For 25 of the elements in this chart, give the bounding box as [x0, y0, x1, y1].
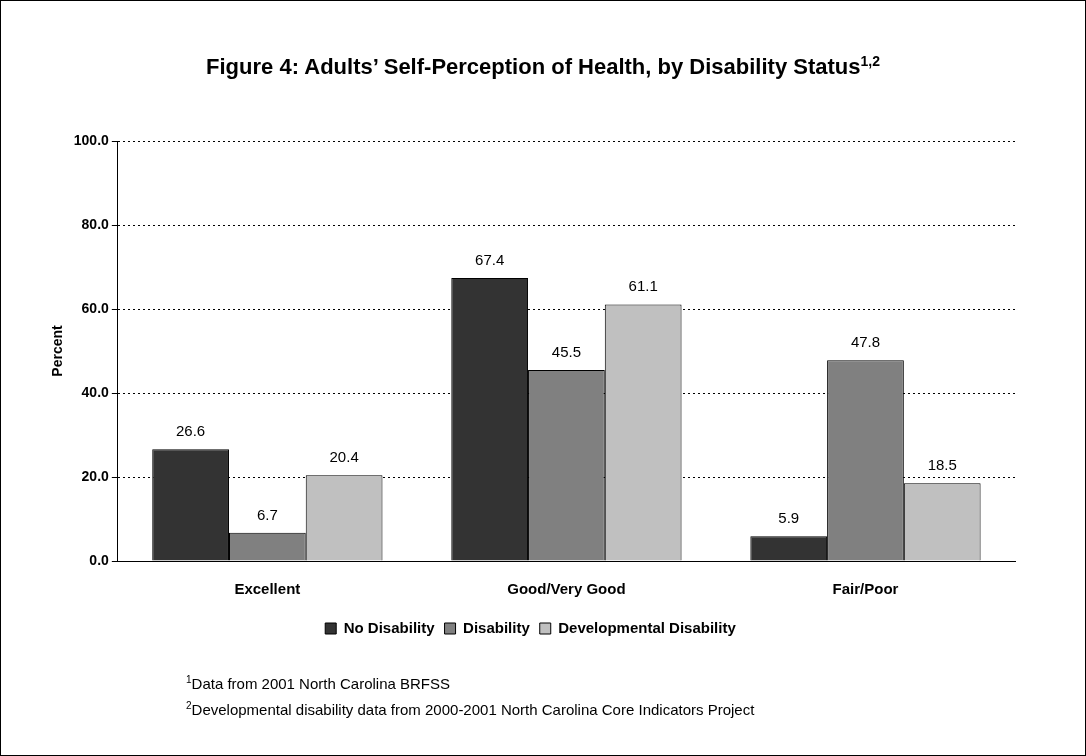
y-tick-label: 40.0 [81, 383, 110, 400]
data-label: 45.5 [551, 342, 582, 360]
legend-label: Disability [463, 618, 531, 636]
data-label: 6.7 [256, 505, 278, 523]
x-tick-label: Excellent [234, 580, 301, 598]
data-label: 18.5 [927, 455, 957, 473]
legend-label: No Disability [343, 618, 436, 636]
data-label: 67.4 [475, 250, 505, 268]
text: $^{2}$Developmental disability data from 2000-2001 North Carolina Core Indicators Project [186, 699, 755, 720]
y-axis-title: Percent [49, 324, 66, 377]
data-label: 26.6 [176, 421, 206, 439]
y-tick-label: 60.0 [81, 299, 110, 316]
chart-title: Figure 4: Adults’ Self-Perception of Health, by Disability Status$^{1,2}$ [205, 53, 881, 81]
y-tick-label: 80.0 [81, 215, 110, 232]
data-label: 61.1 [628, 277, 658, 295]
text: $^{1}$Data from 2001 North Carolina BRFSS [186, 673, 451, 694]
y-tick-label: 100.0 [73, 131, 110, 148]
legend-label: Developmental Disability [558, 618, 737, 636]
y-tick-label: 0.0 [89, 551, 110, 568]
data-label: 5.9 [778, 508, 800, 526]
data-label: 20.4 [329, 447, 359, 465]
x-tick-label: Fair/Poor [832, 580, 899, 598]
data-label: 47.8 [850, 332, 881, 350]
x-tick-label: Good/Very Good [507, 580, 626, 598]
y-tick-label: 20.0 [81, 467, 110, 484]
